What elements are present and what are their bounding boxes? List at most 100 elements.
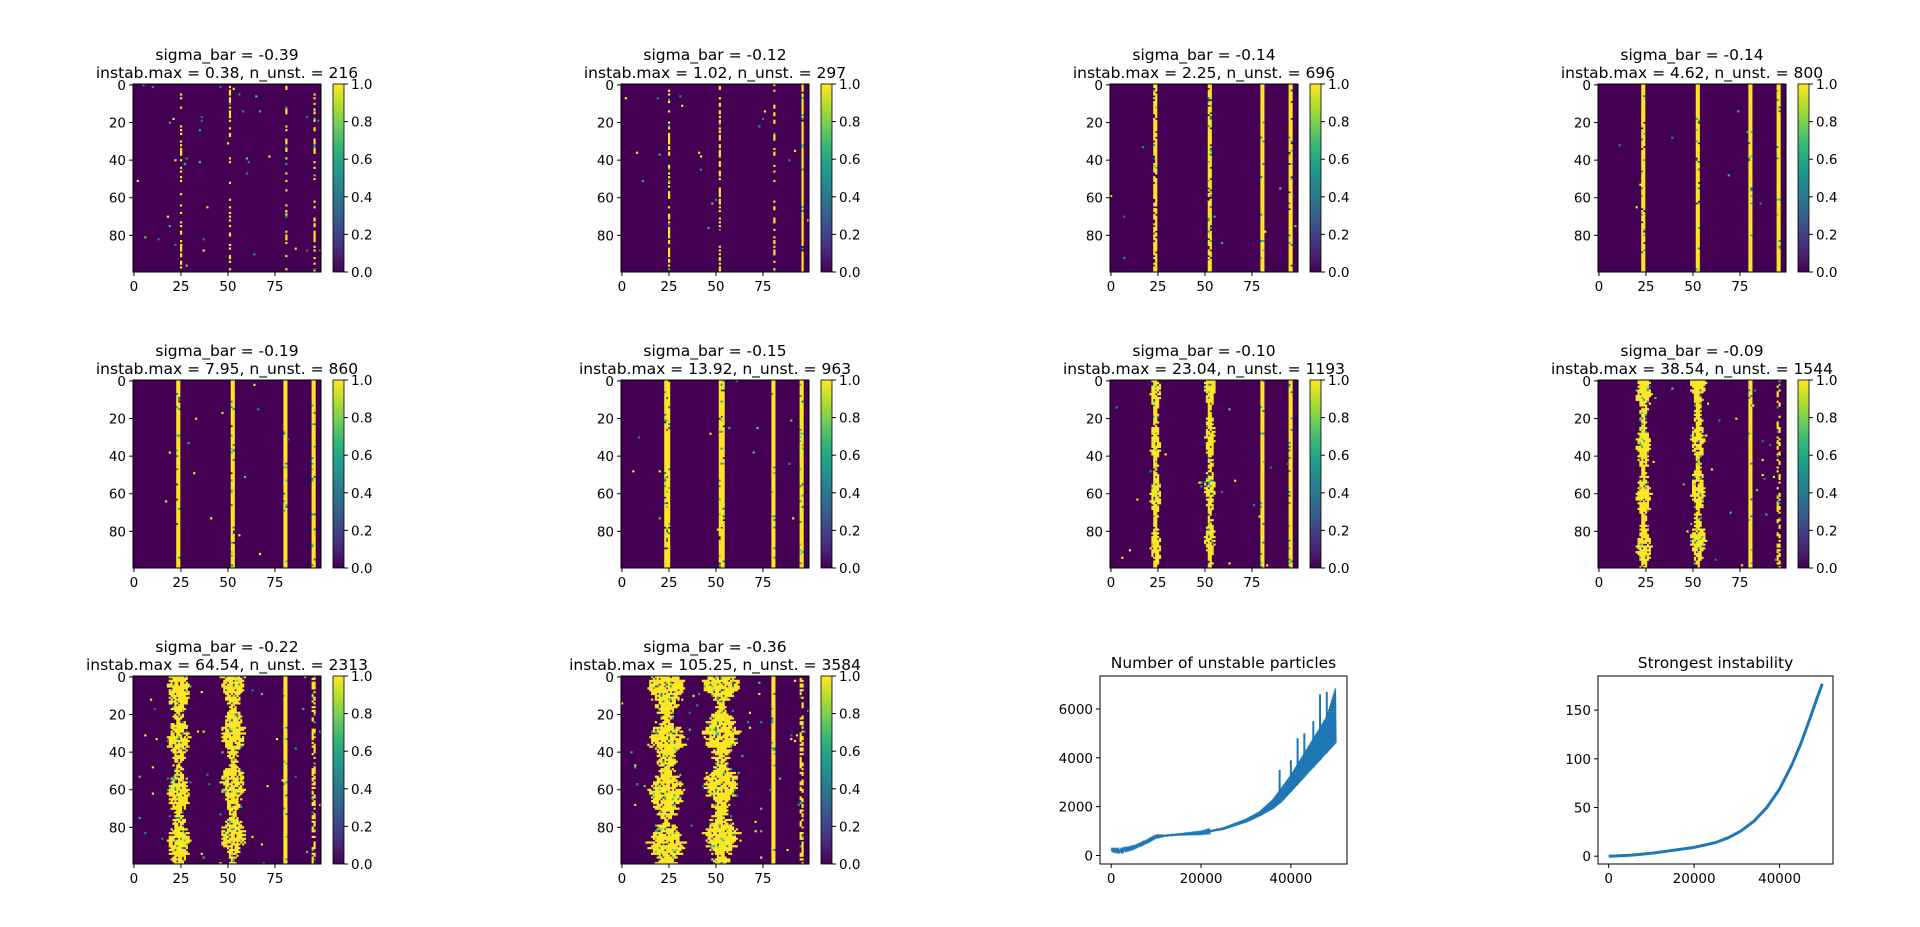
- colorbar-tick-label: 0.0: [839, 857, 860, 873]
- line-panel-1: Number of unstable particles 0 20000 40000 0…: [1059, 654, 1348, 887]
- x-tick-label: 40000: [1269, 871, 1312, 887]
- colorbar-tick-label: 0.0: [351, 265, 372, 281]
- panel-title-line2: instab.max = 105.25, n_unst. = 3584: [569, 656, 861, 675]
- colorbar-gradient: [1797, 379, 1810, 569]
- colorbar: 0.0 0.2 0.4 0.6 0.8 1.0: [820, 373, 860, 577]
- colorbar-tick-label: 0.0: [1816, 265, 1837, 281]
- colorbar-tick-label: 0.8: [351, 707, 372, 723]
- unstable-band-3: [283, 380, 288, 569]
- panel-title-line2: instab.max = 2.25, n_unst. = 696: [1073, 64, 1335, 83]
- scattered-cells: [136, 84, 322, 267]
- colorbar-tick-label: 1.0: [1328, 373, 1349, 389]
- colorbar-tick-label: 0.2: [839, 819, 860, 835]
- x-tick-label: 75: [1243, 279, 1260, 295]
- colorbar-gradient: [820, 83, 833, 273]
- unstable-band-2: [230, 380, 235, 569]
- colorbar-gradient: [332, 379, 345, 569]
- x-tick-label: 0: [1107, 279, 1116, 295]
- unstable-band-3: [1260, 84, 1265, 273]
- y-tick-label: 0: [117, 670, 126, 686]
- heatmap-background: [133, 380, 321, 568]
- y-tick-label: 4000: [1059, 751, 1093, 767]
- colorbar-tick-label: 0.0: [351, 857, 372, 873]
- unstable-band-4: [1776, 380, 1781, 569]
- colorbar-tick-label: 0.4: [1328, 486, 1349, 502]
- colorbar-tick-label: 0.6: [351, 744, 372, 760]
- y-tick-label: 0: [1094, 374, 1103, 390]
- panel-title: Number of unstable particles: [1111, 654, 1337, 672]
- y-tick-label: 60: [597, 191, 614, 207]
- y-tick-label: 60: [597, 487, 614, 503]
- x-tick-label: 50: [219, 575, 236, 591]
- x-tick-label: 75: [266, 575, 283, 591]
- colorbar-tick-label: 0.6: [1328, 152, 1349, 168]
- scattered-cells: [1618, 87, 1779, 209]
- heatmap-frame: [620, 379, 810, 569]
- x-tick-label: 0: [1595, 575, 1604, 591]
- colorbar-tick-label: 0.4: [1816, 486, 1837, 502]
- x-tick-label: 50: [1196, 279, 1213, 295]
- y-tick-label: 80: [109, 228, 126, 244]
- unstable-band-4: [311, 676, 316, 865]
- x-tick-label: 0: [130, 575, 139, 591]
- heatmap-background: [1110, 84, 1298, 272]
- x-tick-label: 50: [707, 279, 724, 295]
- colorbar-gradient: [1309, 379, 1322, 569]
- y-tick-label: 40: [1086, 449, 1103, 465]
- colorbar-tick-label: 0.8: [1816, 115, 1837, 131]
- colorbar: 0.0 0.2 0.4 0.6 0.8 1.0: [332, 77, 372, 281]
- colorbar-tick-label: 0.2: [1328, 523, 1349, 539]
- y-tick-label: 150: [1565, 703, 1591, 719]
- unstable-band-2: [228, 85, 232, 271]
- y-tick-label: 6000: [1059, 702, 1093, 718]
- colorbar-gradient: [332, 675, 345, 865]
- y-tick-label: 80: [1574, 228, 1591, 244]
- x-tick-label: 0: [618, 279, 627, 295]
- x-tick-label: 75: [266, 871, 283, 887]
- y-tick-label: 60: [1574, 487, 1591, 503]
- unstable-band-3: [771, 676, 776, 865]
- unstable-band-4: [1288, 380, 1293, 569]
- colorbar-tick-label: 0.6: [351, 152, 372, 168]
- colorbar-tick-label: 0.2: [839, 227, 860, 243]
- x-tick-label: 75: [754, 871, 771, 887]
- colorbar-tick-label: 0.4: [839, 190, 860, 206]
- y-tick-label: 2000: [1059, 800, 1093, 816]
- colorbar-tick-label: 0.0: [1816, 561, 1837, 577]
- scattered-cells: [1115, 404, 1289, 567]
- panel-title-line1: sigma_bar = -0.39: [155, 46, 298, 65]
- y-tick-label: 40: [109, 153, 126, 169]
- x-tick-label: 0: [1595, 279, 1604, 295]
- x-tick-label: 0: [618, 575, 627, 591]
- series-line: [1110, 688, 1337, 855]
- y-tick-label: 20: [1574, 412, 1591, 428]
- heatmap-frame: [1597, 379, 1787, 569]
- unstable-band-2: [718, 380, 725, 569]
- unstable-band-1: [668, 89, 671, 271]
- heatmap-frame: [620, 83, 810, 273]
- colorbar-tick-label: 0.0: [839, 561, 860, 577]
- colorbar-tick-label: 0.8: [351, 115, 372, 131]
- unstable-band-4: [799, 380, 804, 569]
- panel-title-line2: instab.max = 4.62, n_unst. = 800: [1561, 64, 1823, 83]
- unstable-band-1: [166, 676, 192, 865]
- y-tick-label: 20: [1086, 412, 1103, 428]
- y-tick-label: 80: [597, 524, 614, 540]
- unstable-band-3: [1748, 380, 1753, 569]
- y-tick-label: 20: [109, 116, 126, 132]
- x-tick-label: 0: [130, 279, 139, 295]
- unstable-band-2: [1207, 84, 1212, 273]
- colorbar-tick-label: 0.6: [839, 744, 860, 760]
- x-tick-label: 0: [618, 871, 627, 887]
- panel-title-line1: sigma_bar = -0.12: [643, 46, 786, 65]
- y-tick-label: 0: [605, 78, 614, 94]
- colorbar: 0.0 0.2 0.4 0.6 0.8 1.0: [820, 669, 860, 873]
- colorbar-tick-label: 0.2: [1816, 227, 1837, 243]
- y-tick-label: 20: [109, 412, 126, 428]
- y-tick-label: 40: [597, 153, 614, 169]
- colorbar: 0.0 0.2 0.4 0.6 0.8 1.0: [332, 669, 372, 873]
- colorbar-tick-label: 0.8: [1328, 115, 1349, 131]
- unstable-band-3: [773, 84, 776, 273]
